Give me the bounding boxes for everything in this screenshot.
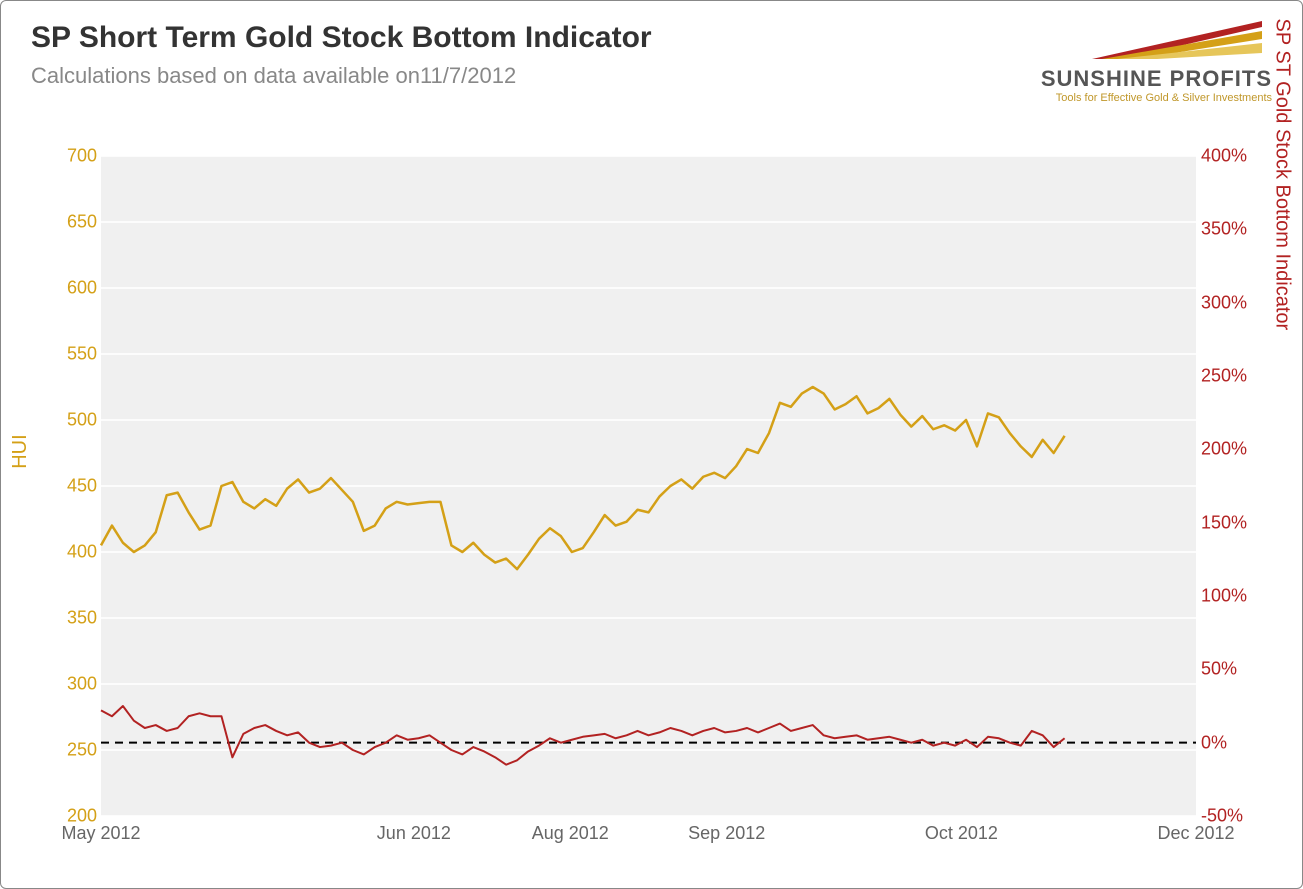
xtick: Jun 2012 <box>377 823 451 844</box>
xtick: Aug 2012 <box>532 823 609 844</box>
plot-area <box>101 156 1196 816</box>
chart-header: SP Short Term Gold Stock Bottom Indicato… <box>31 21 652 89</box>
subtitle-date: 11/7/2012 <box>420 63 516 88</box>
ytick-right: 0% <box>1201 732 1271 753</box>
sunburst-icon <box>1062 19 1272 61</box>
ytick-right: 350% <box>1201 219 1271 240</box>
chart-subtitle: Calculations based on data available on1… <box>31 63 652 89</box>
ytick-left: 550 <box>47 344 97 365</box>
xtick: Sep 2012 <box>688 823 765 844</box>
ytick-right: 100% <box>1201 586 1271 607</box>
ytick-left: 700 <box>47 146 97 167</box>
ytick-left: 600 <box>47 278 97 299</box>
xtick: Dec 2012 <box>1157 823 1234 844</box>
chart-title: SP Short Term Gold Stock Bottom Indicato… <box>31 21 652 55</box>
ytick-right: 250% <box>1201 366 1271 387</box>
left-axis-label: HUI <box>9 434 32 468</box>
ytick-right: 50% <box>1201 659 1271 680</box>
ytick-left: 300 <box>47 674 97 695</box>
subtitle-prefix: Calculations based on data available on <box>31 63 420 88</box>
ytick-right: 300% <box>1201 292 1271 313</box>
logo-name: SUNSHINE PROFITS <box>1041 66 1272 92</box>
ytick-left: 650 <box>47 212 97 233</box>
ytick-right: 400% <box>1201 146 1271 167</box>
ytick-left: 450 <box>47 476 97 497</box>
ytick-left: 350 <box>47 608 97 629</box>
ytick-left: 400 <box>47 542 97 563</box>
xtick: May 2012 <box>61 823 140 844</box>
ytick-left: 500 <box>47 410 97 431</box>
ytick-left: 250 <box>47 740 97 761</box>
ytick-right: 150% <box>1201 512 1271 533</box>
series-right <box>101 706 1065 765</box>
chart-svg <box>101 156 1196 816</box>
logo-tagline: Tools for Effective Gold & Silver Invest… <box>1041 92 1272 104</box>
ytick-right: 200% <box>1201 439 1271 460</box>
brand-logo: SUNSHINE PROFITS Tools for Effective Gol… <box>1041 19 1272 104</box>
xtick: Oct 2012 <box>925 823 998 844</box>
right-axis-label: SP ST Gold Stock Bottom Indicator <box>1271 19 1294 331</box>
chart-frame: SP Short Term Gold Stock Bottom Indicato… <box>0 0 1303 889</box>
series-left <box>101 387 1065 569</box>
